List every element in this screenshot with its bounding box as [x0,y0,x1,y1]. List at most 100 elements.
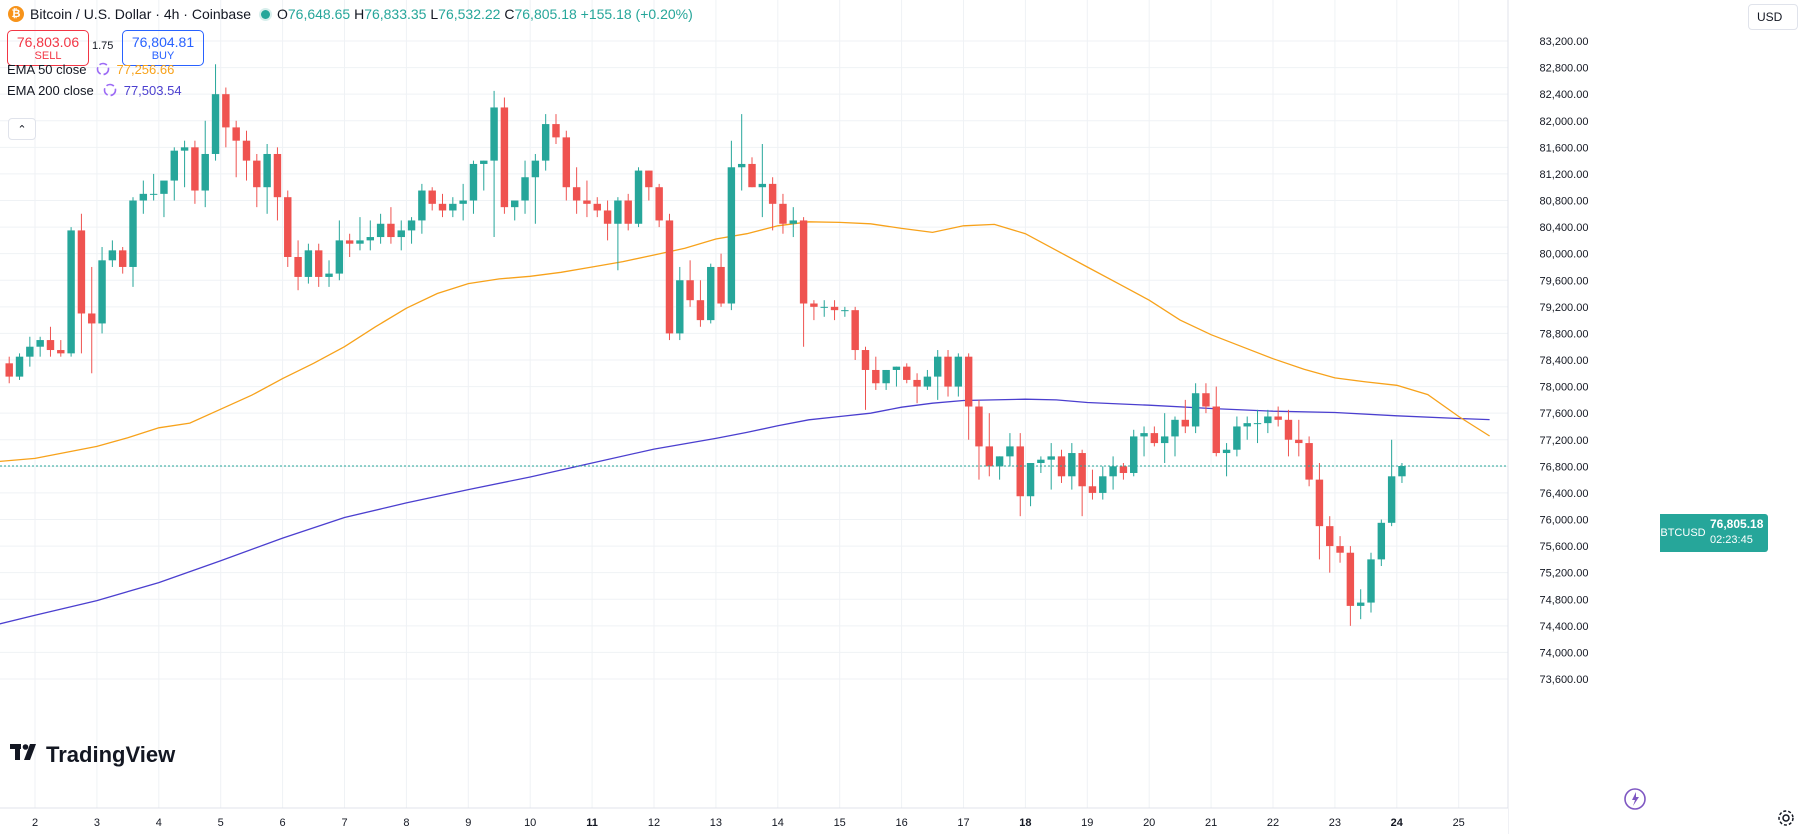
candle-body [57,350,65,354]
candle-body [779,203,787,224]
candle [768,177,777,231]
candle [1088,469,1097,500]
candle [841,306,849,317]
candle [1119,463,1128,480]
candle [1160,413,1169,464]
candle [1356,589,1365,620]
market-status-icon[interactable] [260,9,270,19]
candle-body [5,363,13,377]
candle-body [480,160,488,164]
candle-body [201,153,209,191]
y-tick-label: 75,600.00 [1540,541,1589,553]
x-tick-label: 21 [1205,817,1217,829]
candle [98,247,106,334]
candle-body [665,220,674,334]
candle-body [304,250,313,277]
candle [1295,419,1303,457]
tradingview-logo[interactable]: TradingView [10,742,175,768]
candle [1305,436,1313,487]
close-label: C [504,6,515,22]
candle [1336,536,1344,563]
candle [469,160,478,214]
gear-icon[interactable] [1776,808,1796,828]
y-tick-label: 82,800.00 [1540,63,1589,75]
candle-body [232,127,240,141]
candle-body [944,356,952,387]
candle [1346,546,1355,626]
candle [1037,456,1045,473]
candle-body [77,230,86,314]
candle [428,187,436,211]
y-tick-label: 80,800.00 [1540,196,1589,208]
candle-body [521,177,529,201]
candle [304,243,313,284]
candle-body [810,303,818,307]
candle [88,266,96,374]
candle [500,97,509,214]
y-tick-label: 83,200.00 [1540,36,1589,48]
candle [696,280,705,327]
ohlc-values: O76,648.65 H76,833.35 L76,532.22 C76,805… [277,6,693,22]
candle [191,140,199,204]
candle [284,190,292,267]
x-tick-label: 13 [710,817,722,829]
indicator-ema-50[interactable]: EMA 50 close 77,256.66 [7,61,174,77]
candle-body [1171,419,1179,437]
candle-body [1264,416,1272,424]
candle-body [531,160,540,178]
candle [511,200,519,221]
candle-body [459,200,467,204]
ema-200-path [0,398,1490,625]
candle-body [696,300,705,321]
candle [583,180,591,218]
candle [861,346,870,410]
candle [975,399,983,480]
sell-button[interactable]: 76,803.06 SELL [7,30,89,66]
y-tick-label: 76,800.00 [1540,461,1589,473]
candle [634,167,643,228]
candle-body [830,306,839,311]
candle-body [1109,466,1117,477]
candle [521,160,529,214]
x-tick-label: 25 [1453,817,1465,829]
candle [933,350,942,400]
candle-body [46,340,55,351]
y-tick-label: 78,800.00 [1540,328,1589,340]
candle [356,217,364,251]
candle-body [500,107,509,208]
candle-body [284,197,292,257]
candle [314,243,323,287]
candle-body [335,240,344,274]
currency-selector[interactable]: USD [1748,4,1798,30]
candle [531,153,540,224]
x-tick-label: 2 [32,817,38,829]
buy-price: 76,804.81 [131,33,195,50]
chevron-up-icon[interactable]: ⌃ [8,118,36,140]
candle [872,356,880,390]
x-tick-label: 9 [465,817,471,829]
candle-body [294,256,302,277]
candle [160,180,168,218]
candle-body [1367,559,1375,603]
candle-body [768,183,777,204]
candle [1315,463,1324,560]
indicator-ema-200[interactable]: EMA 200 close 77,503.54 [7,82,182,98]
y-tick-label: 74,400.00 [1540,621,1589,633]
loading-icon [96,62,109,76]
candle [1068,443,1076,490]
logo-text: TradingView [46,742,176,767]
indicator-value: 77,256.66 [116,61,175,77]
candle [851,306,859,360]
buy-button[interactable]: 76,804.81 BUY [122,30,204,66]
candle-body [1119,466,1128,473]
last-price-value: 76,805.18 [1710,517,1764,531]
buy-label: BUY [151,49,175,62]
candle [242,130,251,181]
candle [232,120,240,178]
candle-body [139,193,148,201]
candle [1078,449,1086,517]
sparkle-icon[interactable] [1622,786,1648,812]
candle-body [1006,446,1014,457]
candle-body [923,376,932,387]
